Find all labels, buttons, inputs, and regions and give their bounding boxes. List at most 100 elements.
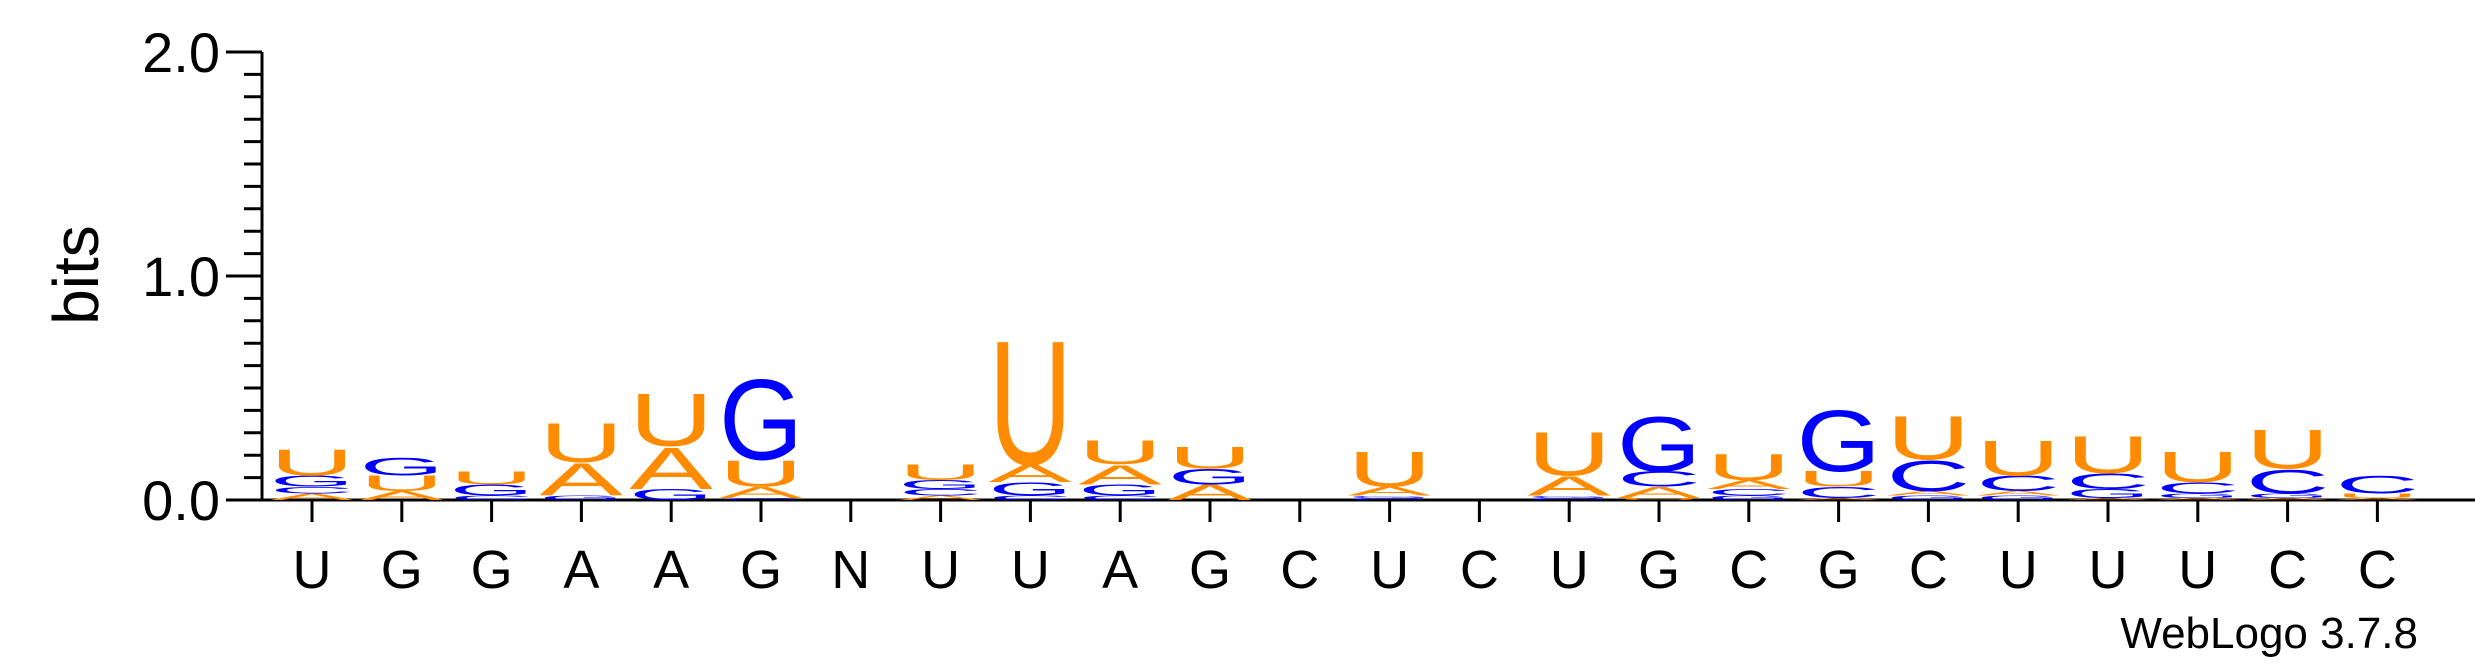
position-label: U	[1011, 540, 1050, 600]
position-label: A	[1102, 540, 1138, 600]
position-label: G	[1818, 540, 1860, 600]
logo-letter-U: U	[2246, 418, 2330, 481]
position-label: U	[1370, 540, 1409, 600]
logo-letter-A: A	[1976, 490, 2061, 497]
logo-letter-U: U	[1348, 441, 1432, 497]
position-stack: GAU	[629, 379, 713, 503]
logo-letter-G: G	[360, 453, 444, 481]
logo-letter-C: C	[1078, 494, 1162, 501]
logo-letter-C: C	[1617, 467, 1701, 491]
logo-letter-G: G	[1707, 494, 1791, 501]
logo-letter-G: G	[988, 479, 1072, 500]
logo-letter-C: C	[1976, 471, 2060, 495]
logo-letter-A: A	[1348, 484, 1432, 498]
position-label: U	[1550, 540, 1589, 600]
weblogo-credit: WebLogo 3.7.8	[2120, 609, 2418, 658]
logo-letter-A: A	[2066, 497, 2150, 500]
logo-letter-G: G	[1168, 464, 1252, 489]
logo-letter-U: U	[1527, 419, 1611, 488]
logo-letter-U: U	[1886, 404, 1970, 473]
position-label: U	[921, 540, 960, 600]
logo-letter-G: G	[2066, 487, 2150, 501]
logo-letter-G: G	[1348, 495, 1432, 498]
logo-letter-A: A	[1886, 490, 1971, 497]
position-label: U	[293, 540, 332, 600]
position-label: U	[2089, 540, 2128, 600]
y-axis: 0.0 1.0 2.0	[142, 21, 2475, 532]
position-stack: AUC	[2335, 471, 2419, 501]
logo-letter-U: U	[360, 471, 444, 495]
position-label: N	[831, 540, 870, 600]
logo-letter-A: A	[1707, 477, 1791, 491]
position-stack: GAU	[539, 412, 623, 506]
position-label: C	[1460, 540, 1499, 600]
position-label: C	[2358, 540, 2397, 600]
logo-letter-C: C	[1797, 484, 1881, 501]
logo-letter-A: A	[2246, 497, 2330, 500]
logo-letter-C: C	[1886, 451, 1970, 500]
logo-letter-C: C	[2246, 463, 2330, 501]
logo-letter-C: C	[2156, 479, 2240, 496]
y-tick-label: 1.0	[142, 245, 220, 308]
logo-letter-G: G	[719, 356, 803, 485]
logo-letter-C: C	[1707, 487, 1791, 497]
logo-letter-G: G	[899, 478, 983, 492]
position-label: U	[2178, 540, 2217, 600]
logo-letter-C: C	[2335, 471, 2419, 499]
logo-letter-U: U	[1168, 441, 1252, 476]
logo-letter-C: C	[2066, 469, 2150, 493]
logo-letter-U: U	[899, 460, 983, 484]
position-label: C	[1729, 540, 1768, 600]
logo-letter-U: U	[719, 453, 803, 494]
logo-letter-G: G	[2156, 492, 2240, 499]
position-label: C	[1280, 540, 1319, 600]
y-tick-label: 2.0	[142, 21, 220, 84]
logo-letter-G: G	[450, 482, 534, 499]
logo-letter-A: A	[360, 489, 444, 503]
position-label: G	[1189, 540, 1231, 600]
position-label: C	[2268, 540, 2307, 600]
y-axis-label: bits	[40, 225, 112, 325]
logo-letter-A: A	[899, 494, 984, 501]
logo-letter-G: G	[1078, 482, 1162, 499]
logo-letter-U: U	[2335, 492, 2419, 499]
logo-letter-U: U	[2156, 442, 2240, 491]
logo-letter-U: U	[1707, 447, 1791, 488]
logo-letter-U: U	[629, 379, 713, 462]
logo-letter-C: C	[719, 497, 803, 500]
logo-letter-U: U	[988, 303, 1072, 502]
logo-letter-A: A	[1527, 471, 1611, 502]
logo-letter-A: A	[719, 484, 803, 501]
logo-letter-A: A	[629, 435, 713, 501]
logo-letter-C: C	[450, 494, 534, 501]
logo-letter-G: G	[2246, 492, 2330, 499]
logo-letter-A: A	[2335, 497, 2419, 500]
logo-letter-G: G	[629, 486, 713, 503]
logo-letter-G: G	[1527, 495, 1611, 498]
logo-letter-G: G	[1976, 494, 2060, 501]
logo-letter-A: A	[539, 454, 623, 506]
position-label: G	[381, 540, 423, 600]
logo-letter-G: G	[270, 473, 354, 490]
position-label: U	[1999, 540, 2038, 600]
logo-letter-A: A	[1078, 459, 1162, 490]
position-label: G	[1638, 540, 1680, 600]
logo-letter-U: U	[2066, 426, 2150, 485]
logo-letter-U: U	[539, 412, 623, 475]
logo-letter-G: G	[1886, 494, 1970, 501]
y-tick-label: 0.0	[142, 469, 220, 532]
logo-letter-A: A	[988, 460, 1073, 488]
